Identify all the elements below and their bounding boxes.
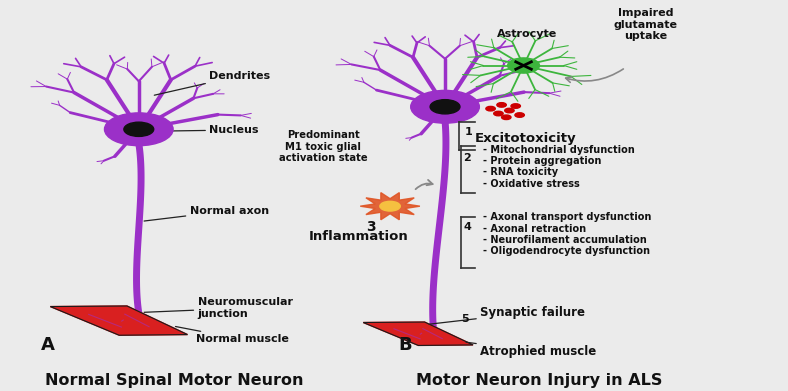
Text: Predominant
M1 toxic glial
activation state: Predominant M1 toxic glial activation st… [279,130,368,163]
Text: Neuromuscular
junction: Neuromuscular junction [144,297,292,319]
Text: 3: 3 [366,220,375,233]
Circle shape [494,111,504,116]
Circle shape [105,113,173,146]
Text: - Axonal transport dysfunction: - Axonal transport dysfunction [483,212,651,222]
Text: Normal muscle: Normal muscle [176,326,289,344]
Text: Impaired
glutamate
uptake: Impaired glutamate uptake [613,8,677,41]
Text: Motor Neuron Injury in ALS: Motor Neuron Injury in ALS [416,373,663,388]
Circle shape [430,100,460,114]
Polygon shape [50,306,188,335]
Text: - RNA toxicity: - RNA toxicity [483,167,558,178]
Circle shape [507,58,540,73]
Circle shape [486,106,496,111]
Polygon shape [363,322,473,345]
Circle shape [502,115,511,120]
Text: A: A [41,335,54,353]
Text: Excitotoxicity: Excitotoxicity [475,133,577,145]
Circle shape [411,90,479,123]
Text: - Mitochondrial dysfunction: - Mitochondrial dysfunction [483,145,634,155]
Circle shape [124,122,154,136]
Circle shape [511,104,520,108]
Text: Synaptic failure: Synaptic failure [429,306,585,324]
Text: 4: 4 [463,222,471,232]
Text: B: B [398,335,411,353]
Circle shape [380,201,400,211]
Circle shape [515,113,524,117]
Text: Inflammation: Inflammation [309,230,408,243]
Text: Atrophied muscle: Atrophied muscle [466,342,597,359]
Text: 5: 5 [461,314,468,325]
Text: - Oligodendrocyte dysfunction: - Oligodendrocyte dysfunction [483,246,650,256]
Circle shape [497,103,506,107]
Polygon shape [360,193,420,220]
Text: - Axonal retraction: - Axonal retraction [483,224,585,234]
Text: - Neurofilament accumulation: - Neurofilament accumulation [483,235,646,245]
Circle shape [109,115,169,143]
Text: 2: 2 [463,153,471,163]
Text: - Protein aggregation: - Protein aggregation [483,156,601,166]
Text: Astrocyte: Astrocyte [497,29,558,39]
Text: Normal Spinal Motor Neuron: Normal Spinal Motor Neuron [45,373,303,388]
Text: 1: 1 [465,127,473,137]
Text: - Oxidative stress: - Oxidative stress [483,179,579,189]
Circle shape [415,93,475,121]
Text: Nucleus: Nucleus [158,125,259,135]
Text: Dendrites: Dendrites [154,71,270,95]
Text: Normal axon: Normal axon [144,206,269,221]
Circle shape [505,108,514,113]
